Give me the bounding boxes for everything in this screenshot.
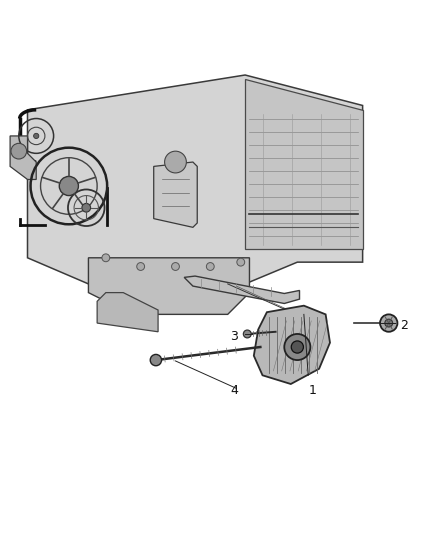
Circle shape	[59, 176, 78, 196]
Text: 1: 1	[309, 384, 317, 397]
Circle shape	[380, 314, 397, 332]
Circle shape	[137, 263, 145, 270]
Circle shape	[34, 133, 39, 139]
Circle shape	[237, 258, 245, 266]
Text: 4: 4	[230, 384, 238, 397]
Circle shape	[291, 341, 304, 353]
Circle shape	[206, 263, 214, 270]
Circle shape	[284, 334, 311, 360]
Text: 2: 2	[400, 319, 408, 332]
Polygon shape	[28, 75, 363, 284]
Circle shape	[165, 151, 186, 173]
Polygon shape	[10, 136, 36, 180]
Polygon shape	[184, 276, 300, 303]
Circle shape	[385, 319, 392, 327]
Circle shape	[102, 254, 110, 262]
Circle shape	[150, 354, 162, 366]
Circle shape	[172, 263, 180, 270]
Polygon shape	[97, 293, 158, 332]
Circle shape	[244, 330, 251, 338]
Polygon shape	[88, 258, 250, 314]
Polygon shape	[245, 79, 363, 249]
Polygon shape	[254, 305, 330, 384]
Polygon shape	[154, 162, 197, 228]
Text: 3: 3	[230, 329, 238, 343]
Circle shape	[82, 204, 91, 212]
Circle shape	[11, 143, 27, 159]
